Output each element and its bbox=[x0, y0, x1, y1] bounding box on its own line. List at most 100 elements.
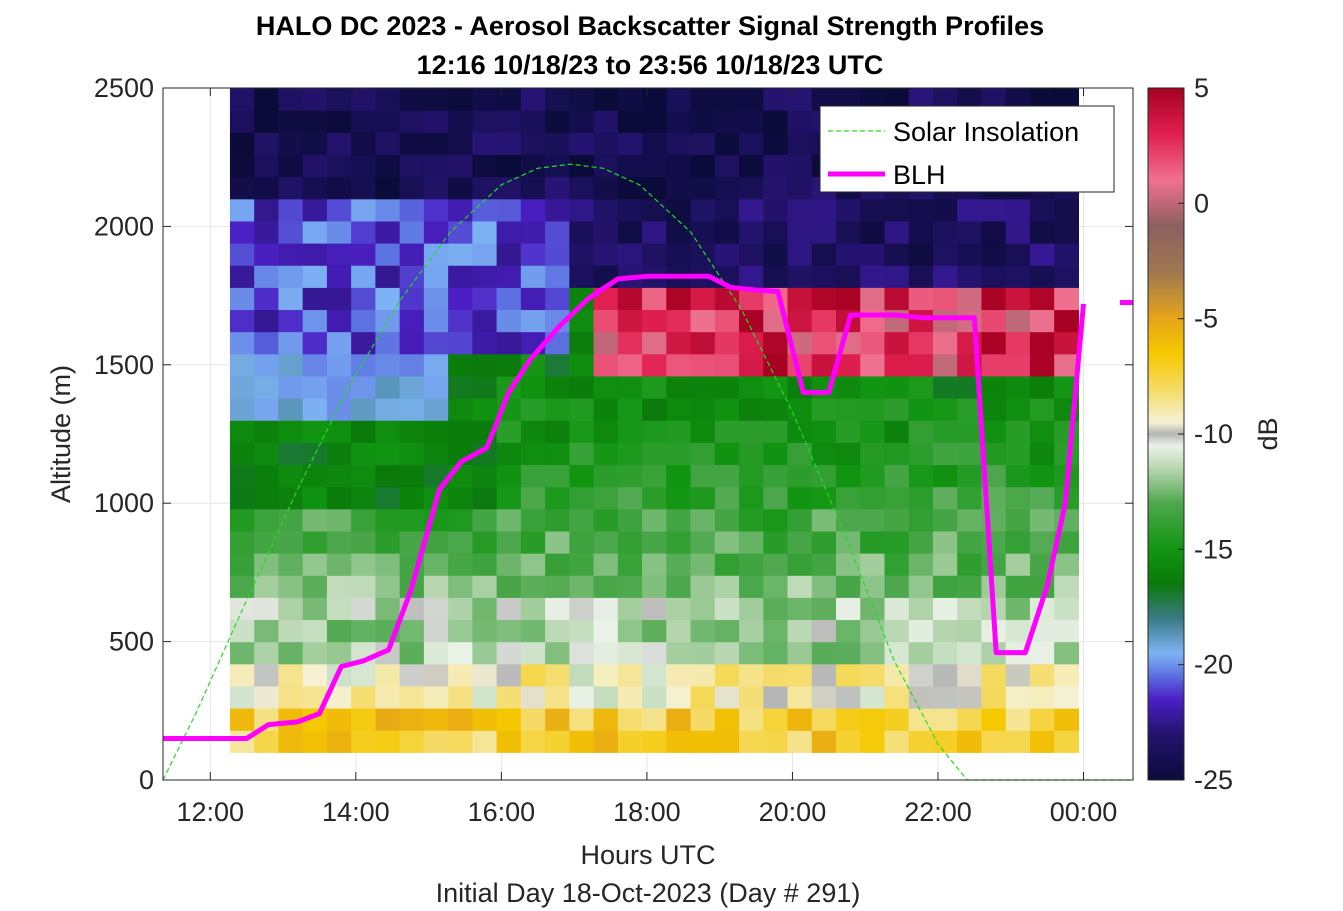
heatmap-cell bbox=[787, 553, 813, 576]
heatmap-cell bbox=[545, 88, 570, 111]
heatmap-cell bbox=[860, 597, 886, 621]
heatmap-cell bbox=[326, 220, 352, 244]
y-axis-label: Altitude (m) bbox=[46, 365, 76, 503]
colorbar-ticks: 5 0 -5 -10 -15 -20 -25 bbox=[1178, 73, 1233, 795]
heatmap-cell bbox=[714, 331, 740, 355]
heatmap-cell bbox=[496, 88, 522, 111]
heatmap-cell bbox=[1029, 265, 1055, 288]
heatmap-cell bbox=[932, 685, 958, 709]
heatmap-cell bbox=[690, 685, 716, 709]
heatmap-cell bbox=[496, 575, 522, 598]
heatmap-cell bbox=[423, 619, 449, 643]
heatmap-cell bbox=[375, 575, 401, 598]
heatmap-cell bbox=[981, 663, 1007, 687]
heatmap-cell bbox=[520, 597, 546, 621]
heatmap-cell bbox=[836, 287, 861, 311]
heatmap-cell bbox=[617, 663, 643, 687]
heatmap-cell bbox=[351, 331, 376, 355]
heatmap-cell bbox=[351, 132, 376, 156]
heatmap-cell bbox=[448, 110, 473, 133]
heatmap-cell bbox=[763, 442, 789, 466]
heatmap-cell bbox=[932, 597, 958, 621]
heatmap-cell bbox=[593, 442, 619, 466]
heatmap-cell bbox=[811, 486, 837, 510]
heatmap-cell bbox=[375, 663, 401, 687]
heatmap-cell bbox=[763, 220, 789, 244]
heatmap-cell bbox=[229, 464, 255, 488]
heatmap-cell bbox=[739, 309, 764, 333]
heatmap-cell bbox=[714, 88, 740, 111]
heatmap-cell bbox=[860, 486, 886, 510]
heatmap-cell bbox=[520, 508, 546, 532]
heatmap-cell bbox=[399, 243, 425, 266]
heatmap-cell bbox=[520, 486, 546, 510]
heatmap-cell bbox=[1054, 730, 1080, 753]
heatmap-cell bbox=[254, 641, 280, 665]
heatmap-cell bbox=[908, 398, 934, 421]
heatmap-cell bbox=[811, 309, 837, 333]
y-tick-label: 500 bbox=[109, 627, 154, 657]
heatmap-cell bbox=[302, 641, 328, 665]
heatmap-cell bbox=[1029, 198, 1055, 222]
heatmap-cell bbox=[545, 730, 570, 753]
heatmap-cell bbox=[229, 265, 255, 288]
heatmap-cell bbox=[811, 530, 837, 554]
heatmap-cell bbox=[423, 464, 449, 488]
heatmap-cell bbox=[545, 154, 570, 178]
heatmap-cell bbox=[254, 486, 280, 510]
heatmap-cell bbox=[884, 331, 910, 355]
heatmap-cell bbox=[472, 708, 498, 731]
heatmap-cell bbox=[520, 530, 546, 554]
heatmap-cell bbox=[908, 619, 934, 643]
heatmap-cell bbox=[472, 486, 498, 510]
heatmap-cell bbox=[1005, 486, 1031, 510]
heatmap-cell bbox=[957, 220, 983, 244]
heatmap-cell bbox=[593, 198, 619, 222]
heatmap-cell bbox=[957, 530, 983, 554]
heatmap-cell bbox=[666, 575, 692, 598]
heatmap-cell bbox=[1029, 375, 1055, 399]
heatmap-cell bbox=[957, 198, 983, 222]
heatmap-cell bbox=[739, 486, 764, 510]
heatmap-cell bbox=[302, 243, 328, 266]
heatmap-cell bbox=[932, 530, 958, 554]
heatmap-cell bbox=[787, 309, 813, 333]
y-tick-label: 1000 bbox=[94, 488, 154, 518]
heatmap-cell bbox=[690, 353, 716, 377]
heatmap-cell bbox=[981, 375, 1007, 399]
heatmap-cell bbox=[860, 265, 886, 288]
heatmap-cell bbox=[569, 375, 595, 399]
heatmap-cell bbox=[836, 486, 861, 510]
heatmap-cell bbox=[642, 198, 667, 222]
heatmap-cell bbox=[423, 708, 449, 731]
heatmap-cell bbox=[690, 132, 716, 156]
heatmap-cell bbox=[714, 198, 740, 222]
heatmap-cell bbox=[569, 508, 595, 532]
heatmap-cell bbox=[642, 708, 667, 731]
heatmap-cell bbox=[593, 685, 619, 709]
heatmap-cell bbox=[884, 243, 910, 266]
heatmap-cell bbox=[811, 597, 837, 621]
heatmap-cell bbox=[520, 287, 546, 311]
heatmap-cell bbox=[399, 198, 425, 222]
heatmap-cell bbox=[981, 398, 1007, 421]
heatmap-cell bbox=[836, 375, 861, 399]
heatmap-cell bbox=[908, 530, 934, 554]
heatmap-cell bbox=[326, 685, 352, 709]
heatmap-cell bbox=[666, 154, 692, 178]
heatmap-cell bbox=[545, 530, 570, 554]
heatmap-cell bbox=[884, 353, 910, 377]
heatmap-cell bbox=[811, 619, 837, 643]
heatmap-cell bbox=[545, 375, 570, 399]
heatmap-cell bbox=[860, 530, 886, 554]
heatmap-cell bbox=[811, 265, 837, 288]
heatmap-cell bbox=[496, 353, 522, 377]
heatmap-cell bbox=[351, 287, 376, 311]
heatmap-cell bbox=[860, 442, 886, 466]
heatmap-cell bbox=[1029, 442, 1055, 466]
heatmap-cell bbox=[545, 198, 570, 222]
heatmap-cell bbox=[981, 708, 1007, 731]
heatmap-cell bbox=[254, 132, 280, 156]
heatmap-cell bbox=[375, 353, 401, 377]
heatmap-cell bbox=[326, 641, 352, 665]
